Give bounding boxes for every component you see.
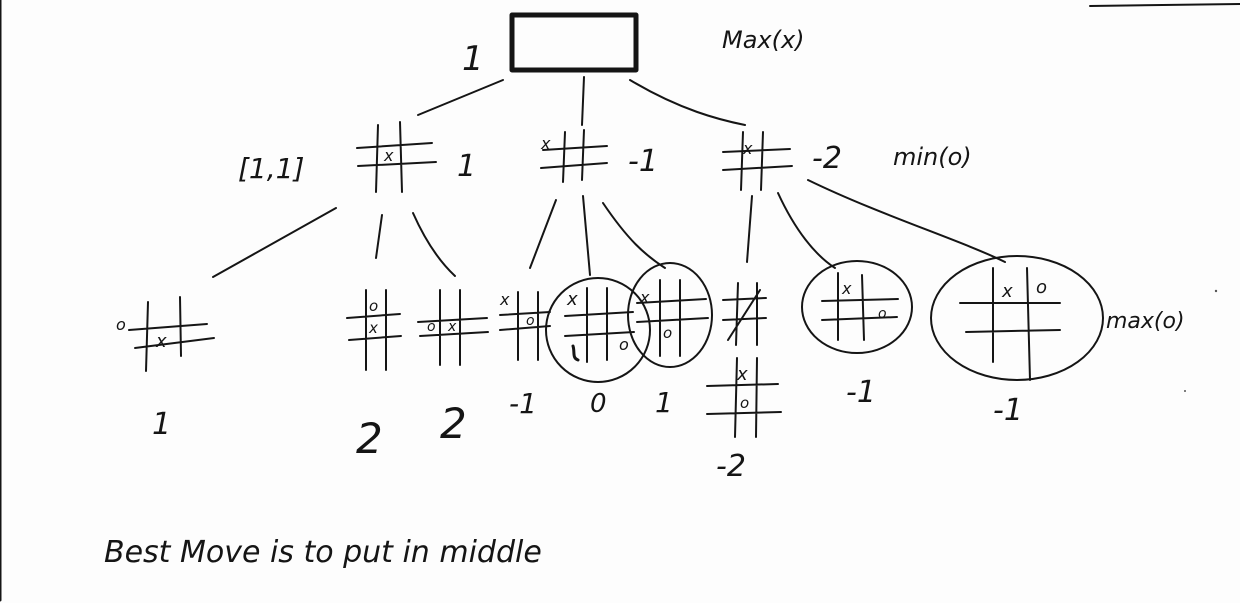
speck: [1214, 289, 1218, 293]
edge-b-3: [602, 202, 666, 269]
root-box: [509, 12, 639, 73]
l2-9-mark-o: o: [1036, 277, 1047, 298]
l2-board-8: x o -1: [801, 260, 913, 410]
l2-3-mark-x: x: [447, 319, 457, 335]
l2-board-1: o x 1: [116, 296, 215, 442]
l2-5-scribble: [571, 344, 580, 362]
l2-7-mark-x: x: [736, 364, 748, 385]
l1-node-a: x 1: [356, 121, 476, 193]
l2-board-3: o x 2: [417, 289, 489, 448]
l1-b-value: -1: [628, 144, 658, 179]
l2-5-mark-x: x: [566, 289, 578, 310]
edge-c-3: [807, 179, 1006, 263]
l2-1-mark-x: x: [155, 331, 167, 352]
edge-root-l1-c: [629, 79, 746, 126]
edge-c-2: [777, 192, 836, 269]
l2-6-mark-o: o: [663, 324, 672, 342]
edge-a-1: [212, 207, 337, 278]
l2-6-mark-x: x: [639, 288, 650, 307]
l2-board-2: o x 2: [346, 289, 402, 463]
l2-8-value: -1: [846, 375, 876, 410]
l2-2-mark-o: o: [369, 297, 378, 315]
edge-root-l1-a: [417, 79, 504, 116]
l2-7-crossed-board: [722, 282, 767, 346]
l2-1-value: 1: [152, 407, 171, 442]
l2-board-5: x o 0: [545, 277, 651, 419]
l2-4-mark-x: x: [499, 290, 510, 309]
l1-c-value: -2: [812, 141, 842, 176]
l1-c-mark-x: x: [742, 139, 753, 158]
edge-root-l1-b: [581, 76, 585, 126]
edge-a-2: [375, 214, 383, 259]
l1-a-value: 1: [457, 149, 476, 184]
l1-node-c: x -2 min(o): [722, 131, 972, 191]
l2-9-mark-x: x: [1001, 281, 1013, 302]
l2-7-value: -2: [716, 449, 746, 484]
l2-board-6: x o 1: [627, 262, 713, 419]
l2-8-mark-x: x: [841, 279, 852, 298]
l2-4-mark-o: o: [526, 313, 535, 329]
l2-2-value: 2: [356, 414, 383, 463]
root-label: Max(x): [722, 26, 805, 54]
l2-2-mark-x: x: [368, 319, 378, 337]
edge-b-1: [529, 199, 557, 269]
edge-b-2: [582, 195, 591, 276]
edge-c-1: [746, 195, 753, 263]
l2-1-mark-o: o: [116, 315, 126, 334]
paper-edge-top: [1089, 3, 1240, 7]
l2-7-mark-o: o: [740, 394, 749, 412]
root-value: 1: [462, 39, 484, 79]
l2-9-value: -1: [993, 393, 1023, 428]
l2-8-mark-o: o: [878, 306, 887, 322]
level2-label: max(o): [1106, 309, 1185, 334]
l2-board-7: x o -2: [706, 282, 782, 484]
root-node: 1 Max(x): [462, 12, 805, 79]
caption: Best Move is to put in middle: [104, 535, 542, 570]
l1-b-mark-x: x: [540, 134, 551, 153]
l2-6-value: 1: [655, 386, 673, 419]
l2-5-mark-o: o: [619, 335, 629, 354]
l2-5-value: 0: [590, 389, 607, 419]
l2-4-value: -1: [509, 387, 537, 420]
l2-board-4: x o -1: [499, 290, 551, 420]
l2-board-9: x o -1: [930, 255, 1104, 428]
speck: [1184, 390, 1186, 392]
l1-a-mark-x: x: [383, 146, 394, 165]
l2-3-value: 2: [440, 399, 467, 448]
edge-a-3: [412, 212, 456, 277]
level1-tuple: [1,1]: [238, 152, 304, 185]
l2-3-mark-o: o: [427, 319, 436, 335]
level1-label: min(o): [893, 143, 972, 171]
l1-node-b: x -1: [540, 129, 658, 183]
